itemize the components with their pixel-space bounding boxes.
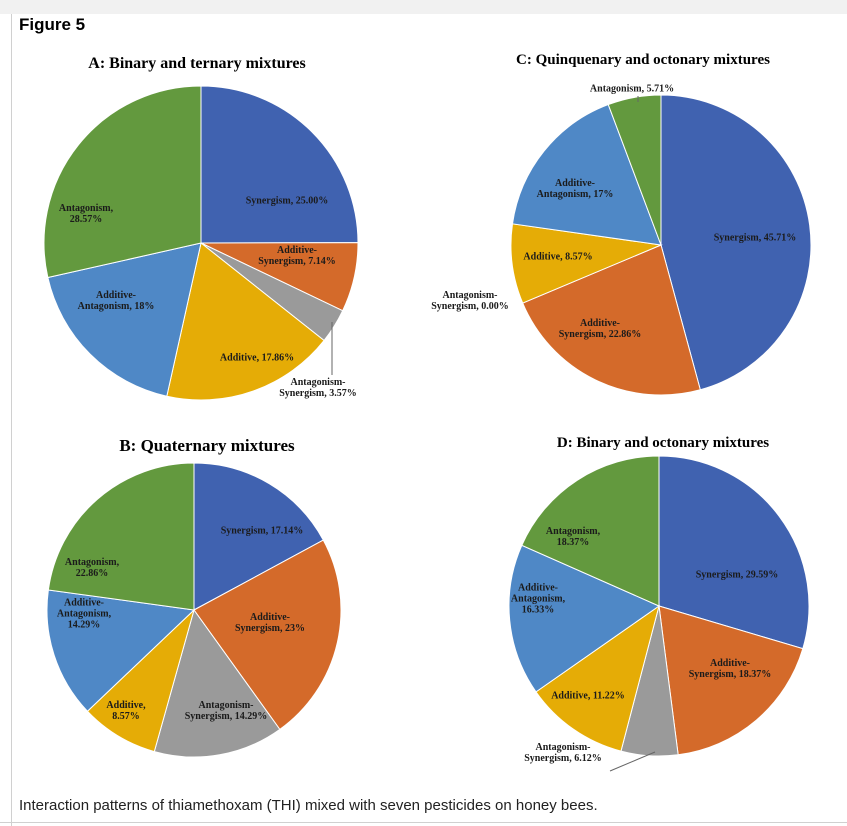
slice-label: Additive, 8.57% bbox=[523, 252, 592, 263]
pie-title: B: Quaternary mixtures bbox=[119, 436, 295, 455]
pie-slice-additive-synergism bbox=[193, 539, 342, 731]
slice-label: Additive, 8.57% bbox=[106, 700, 146, 722]
figure-title: Figure 5 bbox=[19, 15, 86, 34]
pie-slice-synergism bbox=[660, 94, 812, 391]
pie-slice-synergism bbox=[200, 85, 359, 244]
pie-slice-additive-antagonism bbox=[46, 589, 196, 712]
pie-slice-antagonism-synergism bbox=[153, 608, 281, 758]
pie-chart-c: C: Quinquenary and octonary mixtures Syne… bbox=[431, 52, 812, 396]
pie-slice-antagonism bbox=[521, 455, 660, 607]
pie-title: A: Binary and ternary mixtures bbox=[88, 55, 305, 72]
slice-label: Additive-Antagonism, 17% bbox=[537, 178, 614, 200]
slice-label: Antagonism-Synergism, 6.12% bbox=[524, 742, 602, 764]
pie-slice-additive-synergism bbox=[522, 244, 701, 396]
slice-label: Additive, 11.22% bbox=[551, 691, 625, 702]
slice-label: Synergism, 45.71% bbox=[714, 233, 797, 244]
slice-label: Additive-Antagonism, 16.33% bbox=[511, 583, 566, 616]
slice-label: Antagonism, 5.71% bbox=[590, 84, 674, 95]
slice-label: Antagonism, 28.57% bbox=[59, 203, 114, 225]
pie-slice-synergism bbox=[658, 455, 810, 650]
pie-title: C: Quinquenary and octonary mixtures bbox=[516, 52, 770, 68]
slice-label: Additive-Antagonism, 14.29% bbox=[57, 598, 112, 631]
slice-label: Additive, 17.86% bbox=[220, 353, 294, 364]
slice-label: Antagonism, 22.86% bbox=[65, 557, 120, 579]
slice-label: Additive-Synergism, 18.37% bbox=[689, 658, 772, 680]
pie-chart-d: D: Binary and octonary mixtures Synergism… bbox=[508, 435, 810, 772]
slice-label: Antagonism-Synergism, 14.29% bbox=[185, 700, 268, 722]
slice-label: Additive-Synergism, 22.86% bbox=[559, 318, 642, 340]
bottom-rule bbox=[0, 822, 847, 823]
slice-label: Additive-Antagonism, 18% bbox=[78, 290, 155, 312]
slice-label: Antagonism, 18.37% bbox=[546, 526, 601, 548]
slice-label: Synergism, 29.59% bbox=[696, 570, 779, 581]
pie-slice-additive-antagonism bbox=[508, 544, 661, 693]
pie-slice-antagonism bbox=[47, 462, 195, 611]
pie-slice-additive bbox=[535, 604, 660, 752]
figure-caption: Interaction patterns of thiamethoxam (TH… bbox=[19, 797, 598, 814]
pie-slice-antagonism bbox=[43, 85, 202, 279]
slice-label: Synergism, 17.14% bbox=[221, 526, 304, 537]
pie-chart-b: B: Quaternary mixtures Synergism, 17.14% A… bbox=[46, 436, 342, 758]
pie-title: D: Binary and octonary mixtures bbox=[557, 435, 769, 451]
slice-label: Antagonism-Synergism, 3.57% bbox=[279, 377, 357, 399]
left-rule bbox=[11, 14, 12, 826]
pie-slice-additive-synergism bbox=[658, 605, 804, 756]
pie-slice-synergism bbox=[193, 462, 324, 611]
slice-label: Additive-Synergism, 23% bbox=[235, 612, 305, 634]
pie-slice-additive bbox=[166, 242, 325, 401]
pie-chart-a: A: Binary and ternary mixtures Synergism,… bbox=[43, 55, 359, 401]
pie-slice-additive-antagonism bbox=[511, 103, 662, 246]
top-band bbox=[0, 0, 847, 14]
pie-slice-antagonism bbox=[607, 94, 662, 246]
leader-line bbox=[609, 751, 656, 772]
slice-label: Antagonism-Synergism, 0.00% bbox=[431, 290, 509, 312]
slice-label: Additive-Synergism, 7.14% bbox=[258, 245, 336, 267]
pie-slice-additive-antagonism bbox=[47, 242, 202, 397]
slice-label: Synergism, 25.00% bbox=[246, 196, 329, 207]
